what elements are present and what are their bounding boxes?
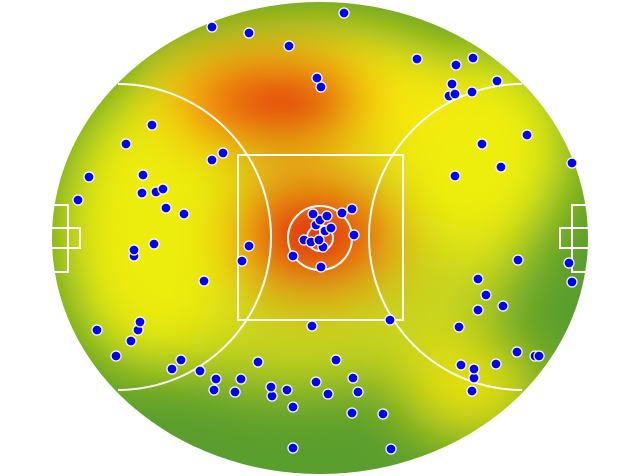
point <box>146 119 158 131</box>
point <box>236 255 248 267</box>
point <box>566 157 578 169</box>
point <box>468 363 480 375</box>
point <box>321 210 333 222</box>
point <box>287 250 299 262</box>
point <box>243 27 255 39</box>
point <box>348 229 360 241</box>
point <box>175 354 187 366</box>
point <box>136 187 148 199</box>
point <box>472 304 484 316</box>
point <box>480 289 492 301</box>
point <box>311 72 323 84</box>
point <box>206 21 218 33</box>
point <box>72 194 84 206</box>
point <box>208 384 220 396</box>
point <box>346 203 358 215</box>
point <box>449 170 461 182</box>
point <box>229 386 241 398</box>
point <box>110 350 122 362</box>
point <box>134 316 146 328</box>
point <box>450 59 462 71</box>
point <box>166 363 178 375</box>
point <box>265 381 277 393</box>
point <box>521 129 533 141</box>
point <box>512 254 524 266</box>
point <box>330 354 342 366</box>
point <box>198 275 210 287</box>
point <box>178 208 190 220</box>
point <box>449 88 461 100</box>
point <box>472 273 484 285</box>
point <box>315 261 327 273</box>
point <box>377 408 389 420</box>
point <box>347 372 359 384</box>
point <box>446 78 458 90</box>
point <box>491 75 503 87</box>
point <box>160 202 172 214</box>
point <box>307 208 319 220</box>
point <box>148 238 160 250</box>
point <box>322 388 334 400</box>
point <box>476 138 488 150</box>
point <box>194 365 206 377</box>
point <box>511 346 523 358</box>
point <box>411 53 423 65</box>
point <box>128 244 140 256</box>
point <box>495 161 507 173</box>
point <box>385 443 397 455</box>
point <box>336 207 348 219</box>
point <box>453 321 465 333</box>
point <box>306 320 318 332</box>
point <box>338 7 350 19</box>
point <box>352 386 364 398</box>
point <box>455 359 467 371</box>
point <box>490 358 502 370</box>
point <box>467 52 479 64</box>
point <box>313 234 325 246</box>
point <box>217 147 229 159</box>
point <box>384 314 396 326</box>
point <box>497 300 509 312</box>
point <box>120 138 132 150</box>
point <box>83 171 95 183</box>
point <box>325 222 337 234</box>
point <box>287 442 299 454</box>
point <box>206 154 218 166</box>
point <box>210 373 222 385</box>
point <box>137 169 149 181</box>
point <box>287 401 299 413</box>
point <box>252 356 264 368</box>
point <box>533 350 545 362</box>
point <box>563 257 575 269</box>
point <box>157 183 169 195</box>
point <box>466 385 478 397</box>
point <box>125 335 137 347</box>
point <box>91 324 103 336</box>
point <box>235 373 247 385</box>
point <box>243 240 255 252</box>
point <box>281 384 293 396</box>
point <box>346 407 358 419</box>
point <box>466 86 478 98</box>
point <box>283 40 295 52</box>
point <box>315 81 327 93</box>
point <box>566 276 578 288</box>
point <box>310 376 322 388</box>
